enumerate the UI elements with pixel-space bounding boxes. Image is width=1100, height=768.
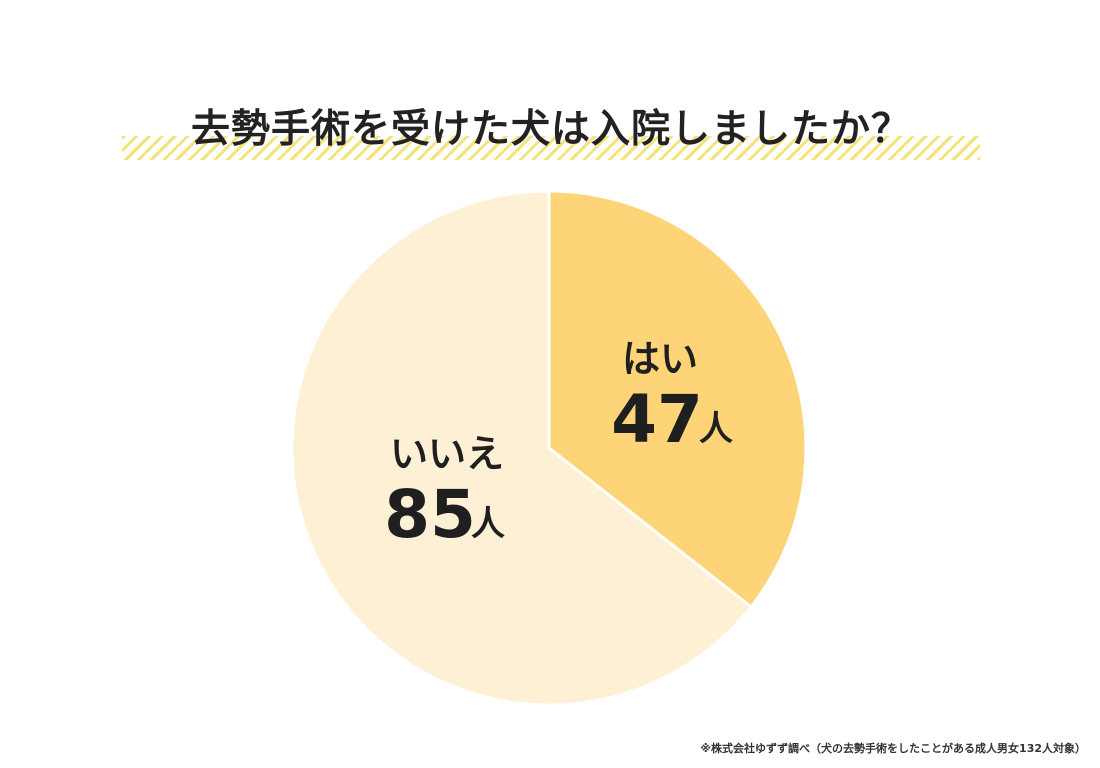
title-highlight-stripe	[122, 136, 980, 160]
slice-label-no: いいえ	[390, 432, 504, 476]
slice-unit-no: 人	[471, 504, 505, 544]
slice-unit-yes: 人	[699, 409, 733, 449]
source-footnote: ※株式会社ゆずず調べ（犬の去勢手術をしたことがある成人男女132人対象）	[700, 742, 1086, 755]
slice-label-yes: はい	[622, 337, 698, 381]
slice-value-yes: 47	[611, 381, 703, 458]
chart-title: 去勢手術を受けた犬は入院しましたか？	[190, 107, 911, 152]
pie-slice-yes	[547, 189, 808, 609]
pie-slice-no	[290, 189, 753, 707]
slice-value-no: 85	[384, 476, 476, 553]
title-area: 去勢手術を受けた犬は入院しましたか？	[122, 98, 980, 168]
